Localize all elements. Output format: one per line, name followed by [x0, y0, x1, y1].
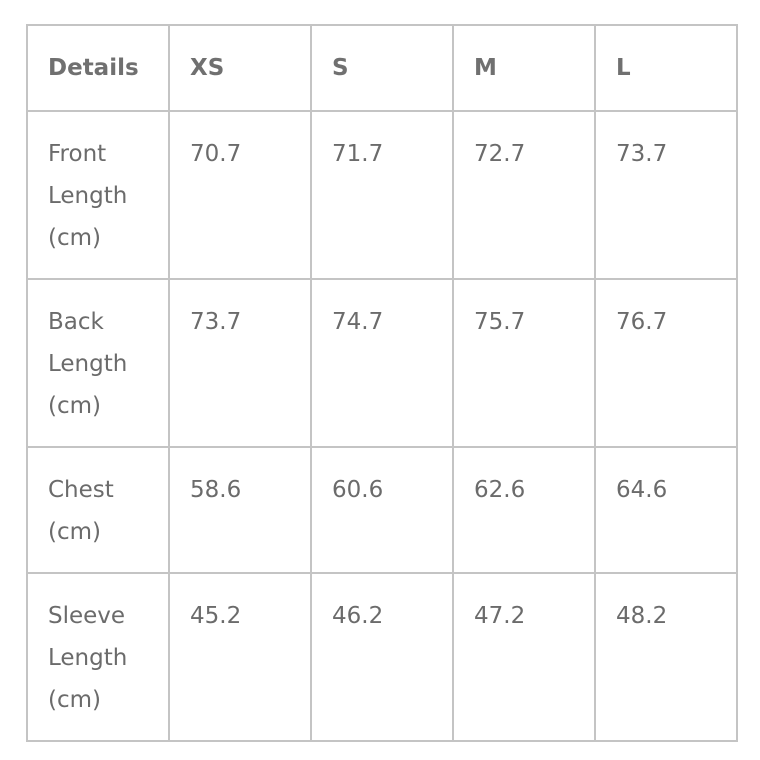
cell: 76.7: [594, 278, 738, 448]
table-row: Back Length (cm) 73.7 74.7 75.7 76.7: [26, 278, 738, 448]
cell: 73.7: [594, 110, 738, 280]
cell: 48.2: [594, 572, 738, 742]
header-xs: XS: [168, 24, 312, 112]
table-row: Front Length (cm) 70.7 71.7 72.7 73.7: [26, 110, 738, 280]
cell: 70.7: [168, 110, 312, 280]
row-label: Sleeve Length (cm): [26, 572, 170, 742]
cell: 64.6: [594, 446, 738, 574]
cell: 58.6: [168, 446, 312, 574]
cell: 75.7: [452, 278, 596, 448]
header-s: S: [310, 24, 454, 112]
row-label: Front Length (cm): [26, 110, 170, 280]
table-row: Sleeve Length (cm) 45.2 46.2 47.2 48.2: [26, 572, 738, 742]
cell: 74.7: [310, 278, 454, 448]
header-details: Details: [26, 24, 170, 112]
table-row: Chest (cm) 58.6 60.6 62.6 64.6: [26, 446, 738, 574]
header-row: Details XS S M L: [26, 24, 738, 112]
row-label: Back Length (cm): [26, 278, 170, 448]
cell: 45.2: [168, 572, 312, 742]
row-label: Chest (cm): [26, 446, 170, 574]
cell: 73.7: [168, 278, 312, 448]
cell: 46.2: [310, 572, 454, 742]
cell: 72.7: [452, 110, 596, 280]
cell: 71.7: [310, 110, 454, 280]
size-chart-table: Details XS S M L Front Length (cm) 70.7 …: [26, 24, 738, 742]
cell: 47.2: [452, 572, 596, 742]
cell: 62.6: [452, 446, 596, 574]
header-l: L: [594, 24, 738, 112]
header-m: M: [452, 24, 596, 112]
cell: 60.6: [310, 446, 454, 574]
